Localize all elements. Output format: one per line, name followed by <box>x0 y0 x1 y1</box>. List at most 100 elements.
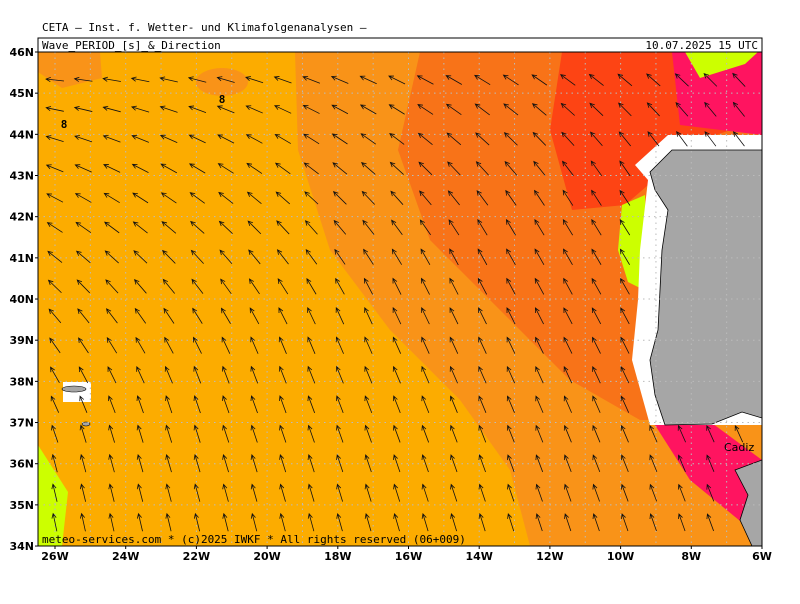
wave-arrow <box>563 248 573 265</box>
wave-arrow <box>561 160 574 176</box>
wave-arrow <box>620 277 630 295</box>
lat-label: 43N <box>9 170 34 183</box>
wave-arrow <box>250 512 258 532</box>
land <box>734 459 762 546</box>
wave-arrow <box>303 162 319 175</box>
period-band <box>38 52 102 88</box>
wave-arrow <box>132 221 148 234</box>
wave-arrow <box>449 307 459 325</box>
wave-arrow <box>274 162 291 175</box>
lat-label: 38N <box>9 375 34 388</box>
wave-arrow <box>620 307 630 325</box>
map-area <box>38 52 762 546</box>
wave-arrow <box>136 453 144 473</box>
wave-arrow <box>75 221 92 233</box>
wave-arrow <box>535 424 544 443</box>
wave-arrow <box>359 75 377 85</box>
lat-label: 41N <box>9 252 34 265</box>
wave-arrow <box>190 220 205 234</box>
wave-arrow <box>562 219 574 236</box>
wave-arrow <box>732 101 745 117</box>
wave-arrow <box>449 365 458 384</box>
lat-label: 36N <box>9 458 34 471</box>
wave-arrow <box>217 163 234 174</box>
wave-arrow <box>192 307 203 324</box>
wave-arrow <box>445 103 462 116</box>
wave-arrow <box>193 512 201 532</box>
wave-arrow <box>305 248 318 265</box>
wave-arrow <box>475 132 490 146</box>
wave-arrow <box>506 307 516 325</box>
wave-arrow <box>478 483 486 502</box>
wave-arrow <box>589 102 604 116</box>
wave-arrow <box>136 483 144 502</box>
wave-arrow <box>193 336 202 354</box>
wave-arrow <box>130 105 150 113</box>
wave-arrow <box>506 424 515 443</box>
wave-arrow <box>619 219 631 236</box>
wave-arrow <box>421 483 429 502</box>
wave-arrow <box>534 248 545 266</box>
wave-arrow <box>563 307 573 325</box>
wave-arrow <box>360 133 377 145</box>
wave-arrow <box>592 366 601 384</box>
wave-arrow <box>620 336 630 354</box>
wave-arrow <box>45 135 64 143</box>
wave-arrow <box>49 337 61 354</box>
wave-arrow <box>245 134 263 144</box>
wave-arrow <box>450 513 458 532</box>
wave-arrow <box>419 190 432 206</box>
wave-arrow <box>107 366 117 384</box>
wave-arrow <box>249 307 260 325</box>
wave-arrow <box>449 336 459 354</box>
wave-arrow <box>703 72 718 87</box>
wave-arrow <box>563 395 572 413</box>
wave-arrow <box>534 277 545 295</box>
wave-arrow <box>75 250 91 264</box>
wave-arrow <box>74 193 92 203</box>
wave-arrow <box>103 192 120 204</box>
wave-arrow <box>218 191 234 204</box>
wave-arrow <box>391 219 403 235</box>
wave-arrow <box>364 336 373 354</box>
wave-arrow <box>388 75 406 85</box>
axes: 46N 45N 44N 43N 42N 41N 40N 39N 38N 37N 36N 35N 34N 2… <box>9 46 771 563</box>
wave-arrow <box>503 103 519 116</box>
wave-arrow <box>79 453 87 473</box>
wave-arrow <box>393 512 400 532</box>
wave-arrow <box>51 512 58 532</box>
wave-arrow <box>188 134 206 144</box>
wave-arrow <box>421 454 429 473</box>
period-band <box>672 52 762 135</box>
wave-arrow <box>620 366 630 384</box>
wave-arrow <box>250 454 258 473</box>
wave-arrow <box>302 75 321 84</box>
wave-arrow <box>248 249 261 265</box>
wave-arrow <box>419 219 431 236</box>
wave-arrow <box>80 512 86 532</box>
wave-arrow <box>45 106 64 112</box>
wave-arrow <box>304 191 319 205</box>
wave-arrow <box>193 395 201 414</box>
wave-arrow <box>279 454 287 473</box>
wave-arrow <box>159 76 178 83</box>
wave-arrow <box>275 191 291 205</box>
wave-arrow <box>649 454 658 472</box>
wave-arrow <box>477 277 488 295</box>
lat-label: 46N <box>9 46 34 59</box>
wave-arrow <box>217 134 235 144</box>
wave-arrow <box>47 250 63 263</box>
wave-arrow <box>222 512 229 532</box>
wave-arrow <box>336 512 343 532</box>
wave-arrow <box>245 76 264 84</box>
wave-arrow <box>392 277 402 295</box>
wave-arrow <box>273 76 292 84</box>
wave-arrow <box>507 454 515 473</box>
wave-arrow <box>450 454 458 473</box>
wave-arrow <box>649 513 657 532</box>
wave-arrow <box>164 336 174 354</box>
wave-arrow <box>45 76 64 83</box>
wave-arrow <box>647 131 660 147</box>
wave-arrow <box>136 512 143 532</box>
wave-arrow <box>390 190 404 205</box>
